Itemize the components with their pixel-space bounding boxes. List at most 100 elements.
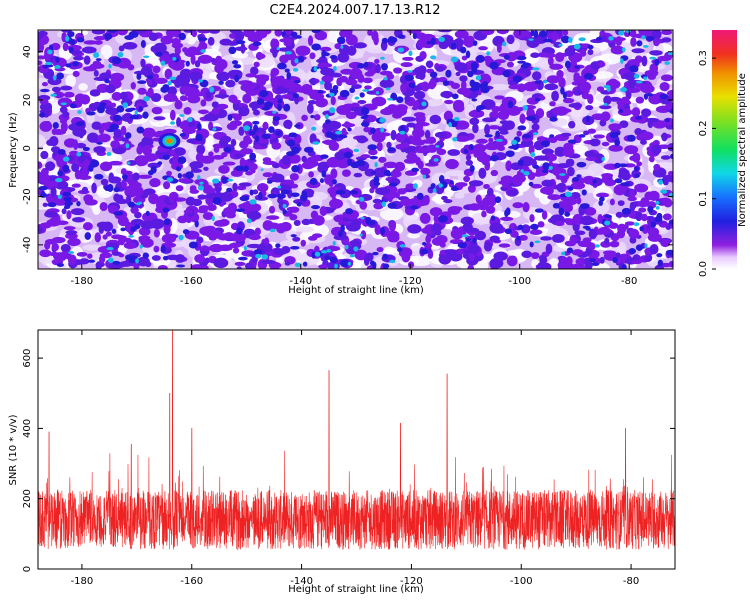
heatmap-cell-mid [589, 138, 601, 147]
heatmap-cell-mid [609, 198, 615, 206]
heatmap-cell-mid [55, 153, 63, 164]
heatmap-cell-high [311, 205, 321, 210]
heatmap-cell-peak [272, 110, 277, 114]
heatmap-cell-mid [562, 97, 575, 104]
heatmap-cell-high [275, 243, 281, 249]
snr-panel: -180 -160 -140 -120 -100 -80 0 200 400 600 Heigh… [8, 329, 676, 595]
heatmap-cell-high [72, 61, 79, 67]
heatmap-cell-high [56, 263, 65, 267]
heatmap-cell-high [567, 139, 577, 144]
heatmap-cell-high [489, 155, 499, 162]
heatmap-cell-peak [486, 51, 491, 56]
heatmap-cell-high [656, 253, 663, 258]
heatmap-cell-high [529, 241, 534, 248]
heatmap-cell-mid [547, 56, 554, 66]
heatmap-cell-mid [211, 60, 226, 66]
heatmap-cell-mid [596, 86, 605, 92]
heatmap-cell-mid [489, 235, 500, 243]
heatmap-cell-peak [134, 110, 138, 116]
heatmap-cell-mid [645, 215, 656, 221]
heatmap-cell-mid [505, 160, 512, 172]
heatmap-cell-mid [411, 139, 425, 146]
heatmap-cell-peak [294, 262, 302, 268]
heatmap-cell-mid [93, 76, 109, 81]
heatmap-cell-high [635, 116, 642, 120]
heatmap-cell-high [128, 201, 136, 208]
heatmap-cell-mid [341, 169, 351, 177]
heatmap-cell-mid [93, 146, 106, 154]
heatmap-cell-high [259, 90, 269, 98]
heatmap-cell-high [329, 256, 338, 263]
heatmap-cell-peak [644, 243, 648, 249]
heatmap-cell-mid [425, 60, 434, 69]
heatmap-cell-mid [190, 53, 196, 65]
heatmap-cell-high [503, 54, 510, 60]
heatmap-cell-peak [383, 77, 388, 81]
heatmap-cell-mid [301, 218, 311, 226]
heatmap-cell-mid [50, 146, 61, 153]
heatmap-cell-mid [416, 130, 424, 138]
heatmap-cell-high [360, 107, 370, 115]
heatmap-cell-high [55, 56, 60, 63]
heatmap-cell-high [140, 40, 146, 48]
heatmap-cell-low [279, 239, 300, 248]
colorbar-tick-label: 0.0 [698, 261, 709, 277]
heatmap-cell-low [454, 192, 465, 199]
heatmap-cell-mid [610, 45, 625, 55]
heatmap-cell-mid [328, 72, 342, 78]
heatmap-cell-mid [357, 99, 367, 105]
heatmap-cell-mid [437, 30, 453, 33]
heatmap-cell-peak [334, 263, 338, 269]
heatmap-cell-mid [200, 99, 207, 107]
heatmap-cell-mid [484, 142, 500, 151]
heatmap-cell-high [56, 72, 64, 80]
heatmap-cell-mid [50, 42, 61, 51]
heatmap-cell-high [218, 80, 224, 85]
heatmap-cell-mid [71, 162, 80, 172]
heatmap-cell-mid [353, 172, 363, 178]
heatmap-cell-mid [223, 232, 235, 240]
heatmap-cell-high [583, 72, 594, 80]
heatmap-cell-peak [106, 151, 112, 156]
heatmap-cell-mid [186, 138, 198, 144]
heatmap-cell-mid [154, 77, 168, 85]
heatmap-cell-peak [320, 250, 328, 254]
heatmap-cell-mid [99, 252, 113, 259]
heatmap-cell-mid [116, 194, 124, 202]
heatmap-cell-mid [309, 77, 317, 86]
heatmap-cell-high [253, 249, 263, 256]
heatmap-cell-peak [621, 47, 626, 53]
heatmap-cell-mid [652, 139, 660, 147]
heatmap-cell-mid [218, 192, 233, 202]
heatmap-cell-peak [548, 165, 553, 170]
heatmap-cell-mid [444, 99, 454, 105]
heatmap-cell-mid [585, 105, 594, 111]
heatmap-cell-mid [277, 184, 292, 192]
heatmap-cell-mid [660, 238, 671, 248]
heatmap-cell-peak [511, 139, 518, 145]
heatmap-cell-mid [149, 177, 161, 188]
heatmap-cell-peak [160, 60, 166, 66]
heatmap-cell-high [635, 244, 644, 251]
heatmap-cell-peak [430, 55, 437, 60]
heatmap-cell-high [235, 165, 245, 172]
heatmap-cell-peak [197, 185, 204, 191]
heatmap-cell-mid [573, 264, 585, 269]
heatmap-cell-high [322, 51, 328, 56]
heatmap-cell-high [198, 37, 208, 41]
heatmap-cell-mid [63, 226, 76, 231]
heatmap-cell-mid [330, 95, 336, 106]
heatmap-cell-mid [653, 163, 661, 171]
heatmap-cell-mid [404, 145, 419, 155]
heatmap-cell-mid [81, 46, 97, 54]
heatmap-cell-high [438, 215, 448, 223]
heatmap-cell-mid [454, 62, 468, 72]
heatmap-cell-mid [565, 256, 573, 267]
heatmap-cell-high [227, 114, 233, 121]
heatmap-cell-mid [319, 205, 328, 217]
heatmap-cell-high [659, 93, 669, 100]
heatmap-cell-high [574, 65, 580, 69]
heatmap-cell-peak [62, 156, 70, 162]
heatmap-cell-high [598, 200, 604, 206]
heatmap-cell-peak [277, 185, 282, 189]
